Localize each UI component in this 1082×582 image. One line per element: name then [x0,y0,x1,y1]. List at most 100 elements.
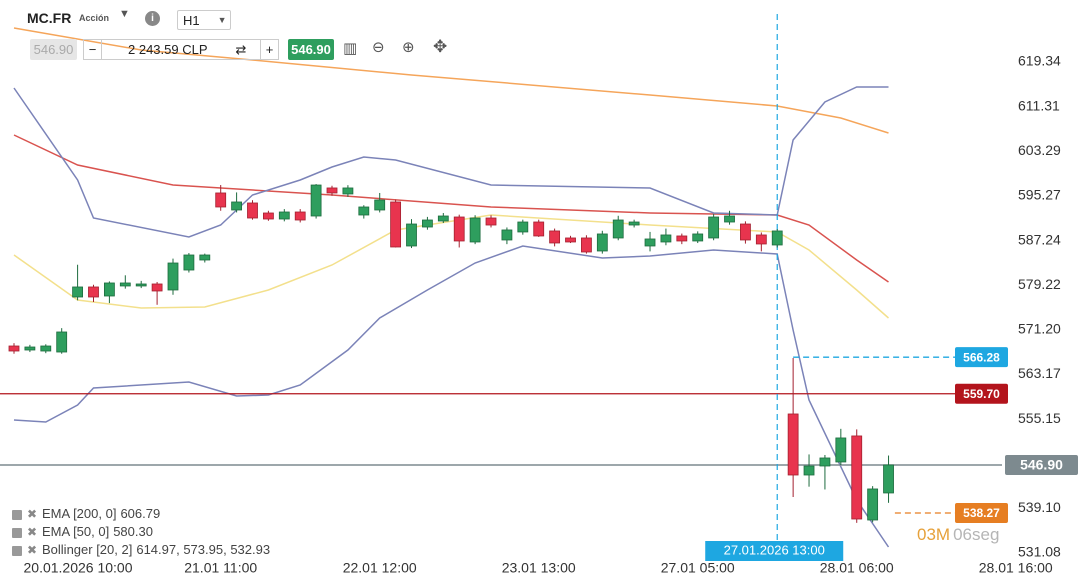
legend-reading: 580.30 [113,524,153,539]
candle-body [390,201,402,248]
legend-close[interactable]: ✖ [27,543,37,557]
plus-button[interactable]: + [260,40,278,59]
sell-price[interactable]: 546.90 [30,39,77,60]
y-tick-label: 563.17 [1018,365,1061,381]
y-tick-label: 571.20 [1018,321,1061,337]
candle-body [803,465,815,476]
candle-body [231,201,243,211]
legend-close[interactable]: ✖ [27,525,37,539]
candle-body [581,237,592,253]
candle-body [501,229,513,241]
candle-body [8,345,20,352]
candle-body [374,199,386,211]
candle-body [135,283,147,287]
candle-body [358,206,370,216]
timeframe-select[interactable]: H1 ▼ [177,10,231,30]
candle-body [708,216,720,239]
indicator-line [13,134,889,283]
price-label: 566.28 [963,350,1000,364]
y-tick-label: 619.34 [1018,53,1061,69]
candle-body [612,219,624,239]
x-tick-label: 27.01 05:00 [661,560,735,576]
candle-body [644,238,656,247]
candle-body [406,223,417,247]
candle-body [819,457,831,467]
legend-reading: 614.97, 573.95, 532.93 [136,542,270,557]
legend-name: Bollinger [20, 2] [42,542,132,557]
candle-body [56,331,68,353]
y-tick-label: 579.22 [1018,276,1061,292]
y-tick-label: 539.10 [1018,499,1061,515]
candle-body [103,282,115,297]
zoom-out-icon[interactable]: ⊖ [372,39,385,56]
legend-name: EMA [200, 0] [42,506,116,521]
dropdown-arrow[interactable]: ▼ [119,8,130,20]
legend-icon [12,510,22,520]
candle-body [851,435,863,520]
swap-icon[interactable]: ⇄ [235,41,247,57]
legend-close[interactable]: ✖ [27,507,37,521]
legend-icon [12,546,22,556]
candle-body [247,202,258,219]
candle-body [740,223,751,241]
buy-price[interactable]: 546.90 [288,39,334,60]
candle-body [199,254,211,261]
candle-body [119,282,131,287]
candle-body [24,346,36,351]
price-label-box [955,383,1008,404]
amount[interactable]: 2 243.59 CLP [128,42,208,57]
x-tick-label: 23.01 13:00 [502,560,576,576]
countdown-part: 03M [917,525,950,544]
amount-box: − 2 243.59 CLP ⇄ + [83,39,279,60]
candle-body [787,413,799,476]
x-tick-label: 22.01 12:00 [343,560,417,576]
dropdown-arrow: ▼ [217,15,227,25]
candle-body [88,286,99,298]
candle-body [183,254,195,271]
x-tick-label: 28.01 16:00 [979,560,1053,576]
price-label: 546.90 [1020,457,1063,473]
candle-body [151,283,163,292]
candle-body [40,345,52,352]
price-label-box [955,502,1008,523]
legend-name: EMA [50, 0] [42,524,109,539]
indicator-line [13,245,890,548]
x-tick-label: 20.01.2026 10:00 [24,560,133,576]
info-icon[interactable]: i [145,11,160,26]
candle-type-icon[interactable]: ▥ [343,40,358,57]
price-label: 538.27 [963,506,1000,520]
price-label: 559.70 [963,387,1000,401]
candle-body [771,230,783,246]
candle-body [724,215,735,223]
price-label-box [1005,454,1078,475]
plot-area [0,14,1002,560]
y-tick-label: 531.08 [1018,544,1061,560]
candle-body [72,286,83,298]
candle-body [676,235,688,242]
indicator-line [13,214,889,319]
legend-entry: EMA [200, 0] 606.79 [42,506,160,521]
candle-body [596,233,608,252]
candle-body [294,211,306,221]
minus-button[interactable]: − [84,40,102,59]
legend-entry: EMA [50, 0] 580.30 [42,524,153,539]
legend-reading: 606.79 [120,506,160,521]
candle-body [533,221,545,237]
candle-body [883,464,894,494]
candle-body [453,216,465,242]
candle-body [755,234,767,245]
zoom-in-icon[interactable]: ⊕ [402,39,415,56]
y-tick-label: 611.31 [1018,97,1060,113]
y-tick-label: 603.29 [1018,142,1061,158]
x-tick-label: 21.01 11:00 [184,560,257,576]
instrument-kind: Acción [79,13,110,23]
pan-icon[interactable]: ✥ [433,37,448,56]
countdown-part: 06seg [953,525,999,544]
timeframe: H1 [183,12,200,28]
candle-body [692,233,704,242]
candle-body [342,187,354,195]
candle-body [517,221,529,233]
symbol[interactable]: MC.FR [27,10,72,26]
